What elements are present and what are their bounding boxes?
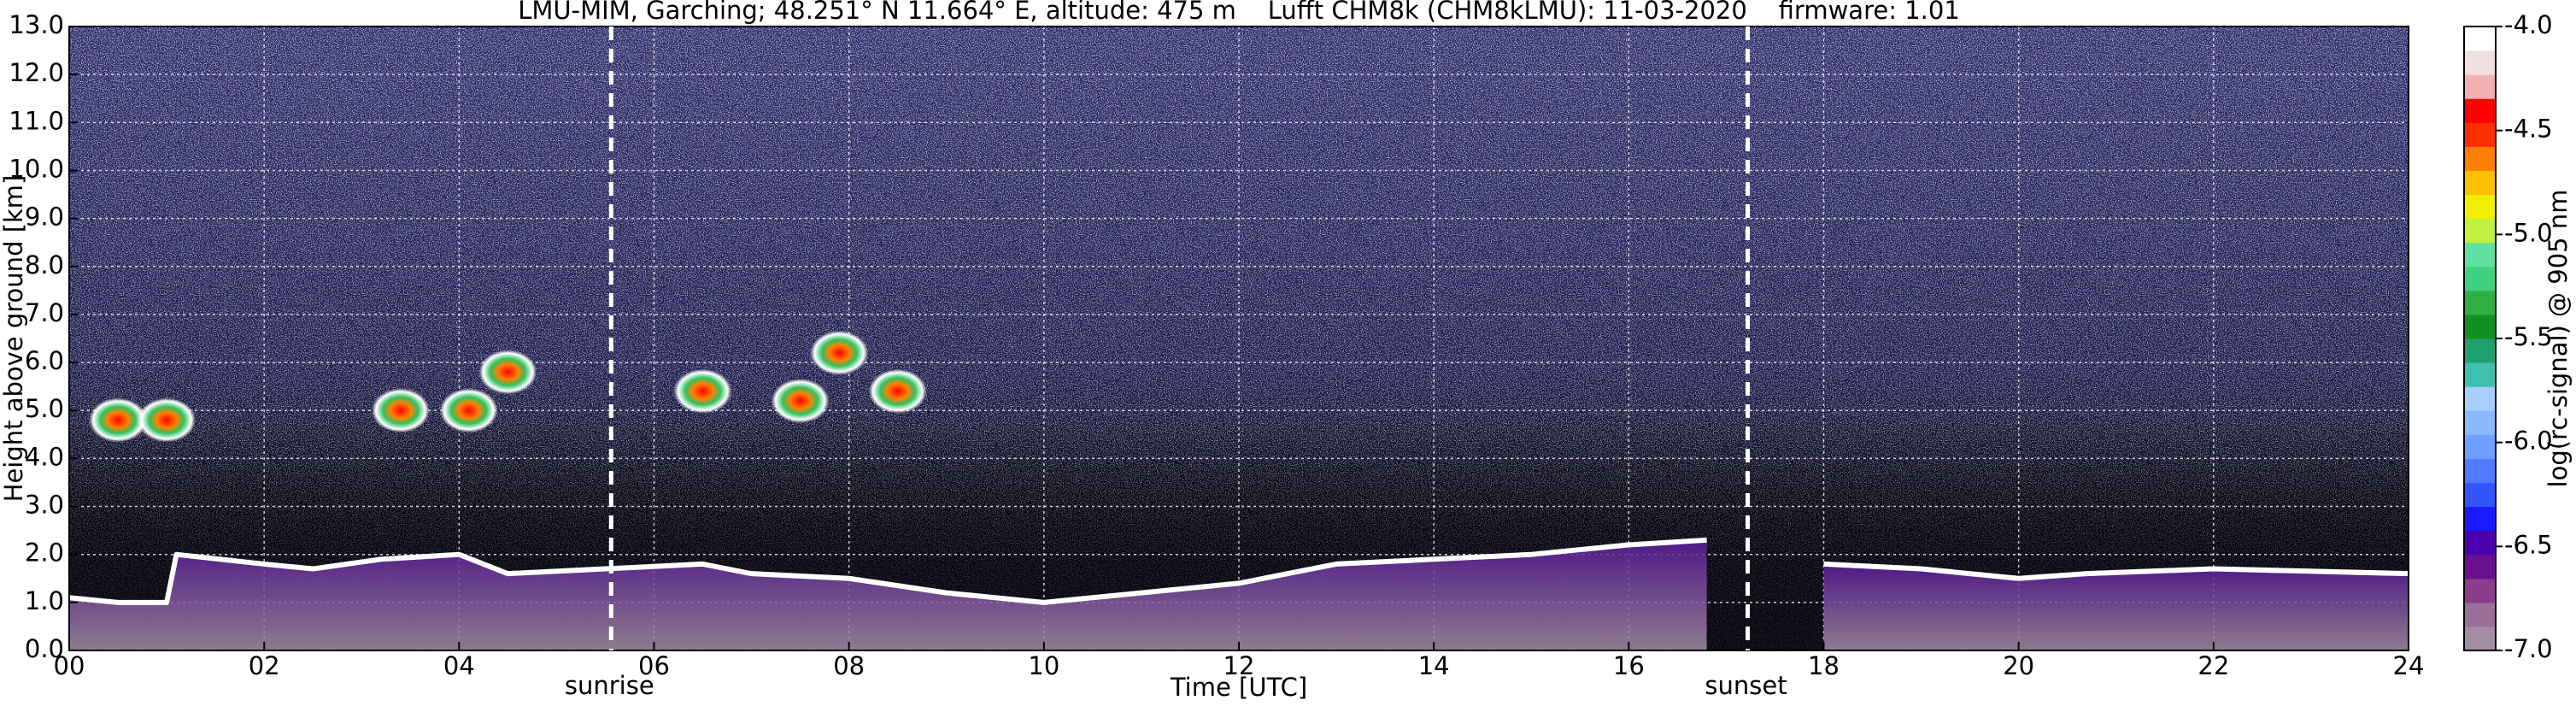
colorbar-tick-label: -4.0 <box>2504 10 2553 39</box>
colorbar-band <box>2464 242 2496 268</box>
y-tick-label: 11.0 <box>9 106 64 135</box>
colorbar-label: log(rc-signal) @ 905 nm <box>2544 190 2573 488</box>
colorbar-band <box>2464 74 2496 99</box>
x-tick-label: 20 <box>2003 651 2034 680</box>
colorbar-tick-label: -4.5 <box>2504 115 2553 144</box>
colorbar-tick-label: -7.0 <box>2504 634 2553 663</box>
x-tick-label: 12 <box>1223 651 1255 680</box>
plot-area <box>69 26 2409 650</box>
y-tick-label: 3.0 <box>25 491 64 520</box>
y-tick-label: 9.0 <box>25 203 64 232</box>
colorbar-band <box>2464 602 2496 627</box>
colorbar-band <box>2464 194 2496 220</box>
cloud <box>138 397 197 443</box>
y-tick-label: 8.0 <box>25 250 64 279</box>
y-tick-label: 0.0 <box>25 634 64 663</box>
colorbar-band <box>2464 530 2496 556</box>
x-tick-label: 08 <box>833 651 865 680</box>
x-tick-label: 16 <box>1613 651 1645 680</box>
cloud <box>868 368 927 414</box>
colorbar-band <box>2464 122 2496 147</box>
event-label: sunrise <box>565 671 654 700</box>
colorbar-tick-label: -5.5 <box>2504 322 2553 351</box>
x-tick-label: 06 <box>638 651 670 680</box>
y-axis-label: Height above ground [km] <box>0 175 28 503</box>
x-tick-label: 24 <box>2393 651 2425 680</box>
colorbar-band <box>2464 626 2496 651</box>
y-tick-label: 7.0 <box>25 298 64 327</box>
colorbar-band <box>2464 362 2496 387</box>
colorbar-tick-label: -5.0 <box>2504 218 2553 247</box>
y-tick-label: 4.0 <box>25 442 64 471</box>
colorbar-band <box>2464 290 2496 315</box>
colorbar-band <box>2464 554 2496 580</box>
colorbar-band <box>2464 146 2496 171</box>
chart-title: LMU-MIM, Garching; 48.251° N 11.664° E, … <box>518 0 1960 25</box>
colorbar-band <box>2464 458 2496 483</box>
colorbar-band <box>2464 434 2496 459</box>
cloud <box>89 397 148 443</box>
colorbar-tick-label: -6.0 <box>2504 427 2553 456</box>
colorbar-band <box>2464 98 2496 123</box>
colorbar-band <box>2464 338 2496 363</box>
aerosol-layer <box>69 539 1707 650</box>
x-tick-label: 22 <box>2198 651 2229 680</box>
cloud <box>810 330 869 375</box>
x-tick-label: 02 <box>249 651 280 680</box>
colorbar-band <box>2464 50 2496 75</box>
colorbar-band <box>2464 386 2496 411</box>
x-tick-label: 04 <box>443 651 475 680</box>
aerosol-layer <box>1823 563 2409 650</box>
y-tick-label: 2.0 <box>25 538 64 568</box>
y-tick-label: 13.0 <box>9 10 64 39</box>
y-tick-label: 6.0 <box>25 346 64 375</box>
colorbar-band <box>2464 266 2496 291</box>
colorbar-band <box>2464 218 2496 244</box>
cloud <box>439 388 498 433</box>
colorbar-band <box>2464 26 2496 51</box>
cloud <box>673 368 732 414</box>
y-tick-label: 5.0 <box>25 394 64 423</box>
colorbar-band <box>2464 410 2496 435</box>
colorbar-band <box>2464 314 2496 339</box>
colorbar-tick-label: -6.5 <box>2504 530 2553 559</box>
cloud <box>478 350 537 395</box>
layer-top-line <box>69 537 2409 605</box>
colorbar-band <box>2464 482 2496 508</box>
x-tick-label: 00 <box>54 651 85 680</box>
colorbar-band <box>2464 578 2496 603</box>
x-tick-label: 14 <box>1418 651 1450 680</box>
colorbar-band <box>2464 170 2496 196</box>
colorbar-band <box>2464 506 2496 532</box>
x-axis-label: Time [UTC] <box>1170 673 1307 702</box>
event-label: sunset <box>1705 671 1787 700</box>
x-tick-label: 18 <box>1808 651 1840 680</box>
cloud <box>371 388 430 433</box>
y-tick-label: 12.0 <box>9 58 64 87</box>
cloud <box>771 379 830 423</box>
y-tick-label: 1.0 <box>25 586 64 615</box>
y-tick-label: 10.0 <box>9 154 64 183</box>
x-tick-label: 10 <box>1028 651 1059 680</box>
